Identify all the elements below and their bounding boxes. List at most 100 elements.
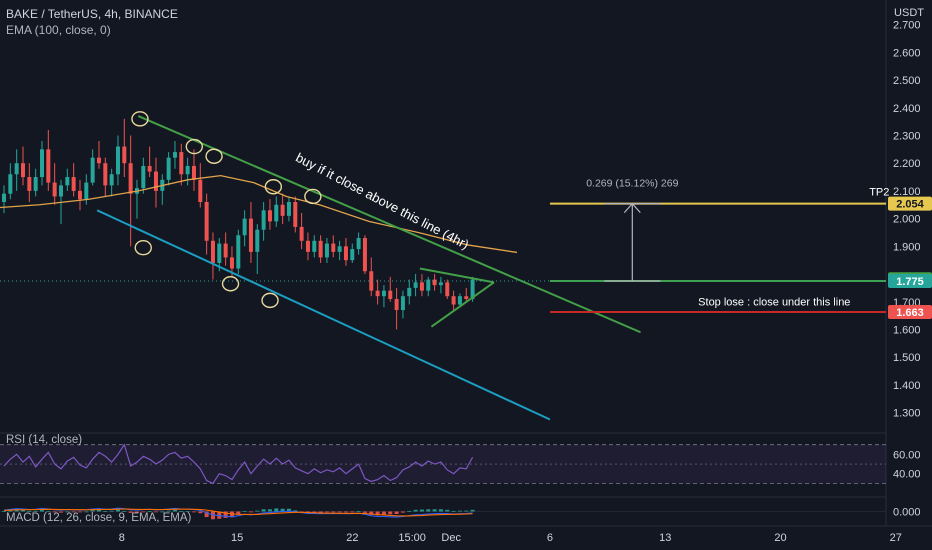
candle: [122, 146, 127, 164]
candle: [337, 246, 342, 252]
macd-histogram-bar: [381, 511, 386, 515]
stop-loss-label: Stop lose : close under this line: [698, 297, 850, 309]
candle: [77, 190, 82, 200]
price-tick-label: 2.100: [893, 186, 921, 198]
candle: [451, 296, 456, 305]
candle: [305, 240, 310, 252]
candle: [470, 279, 475, 299]
macd-pane-title: MACD (12, 26, close, 9, EMA, EMA): [6, 512, 192, 524]
price-tick-label: 2.600: [893, 47, 921, 59]
candle: [312, 240, 317, 252]
macd-histogram-bar: [198, 511, 203, 514]
pivot-circle: [131, 111, 149, 127]
macd-histogram-bar: [147, 511, 152, 513]
time-tick-label: 20: [774, 532, 786, 544]
candle: [204, 201, 209, 241]
macd-histogram-bar: [223, 511, 228, 518]
candle: [293, 201, 298, 227]
macd-histogram-bar: [261, 509, 266, 512]
candle: [457, 296, 462, 305]
macd-histogram-bar: [27, 511, 32, 513]
macd-histogram-bar: [58, 511, 63, 513]
candle: [96, 157, 101, 164]
macd-histogram-bar: [179, 511, 184, 513]
candle: [286, 201, 291, 216]
candle: [400, 296, 405, 311]
macd-histogram-bar: [394, 511, 399, 514]
candle: [438, 282, 443, 286]
macd-histogram-bar: [419, 509, 424, 512]
candle: [229, 257, 234, 269]
time-tick-label: 27: [890, 532, 902, 544]
time-tick-label: 15: [231, 532, 243, 544]
macd-tick-label: 0.000: [893, 507, 921, 519]
candle: [128, 163, 133, 194]
macd-histogram-bar: [160, 511, 165, 513]
candle: [407, 287, 412, 297]
candle: [166, 157, 171, 180]
ema-line: [0, 175, 518, 254]
macd-histogram-bar: [267, 509, 272, 512]
pivot-circle: [185, 138, 204, 155]
time-tick-label: 22: [346, 532, 358, 544]
symbol-title: BAKE / TetherUS, 4h, BINANCE: [6, 7, 178, 21]
macd-histogram-bar: [141, 511, 146, 513]
macd-histogram-bar: [375, 511, 380, 516]
candle: [280, 204, 285, 216]
macd-histogram-bar: [248, 511, 253, 513]
macd-histogram-bar: [217, 511, 222, 519]
macd-histogram-bar: [229, 511, 234, 518]
candle: [331, 243, 336, 252]
currency-label: USDT: [894, 7, 924, 19]
macd-histogram-bar: [39, 509, 44, 512]
macd-histogram-bar: [286, 508, 291, 512]
macd-histogram-bar: [191, 511, 196, 513]
price-badge-text: 1.775: [896, 276, 924, 288]
price-badge: [888, 196, 932, 211]
macd-histogram-bar: [388, 511, 393, 515]
macd-histogram-bar: [166, 510, 171, 512]
macd-histogram-bar: [33, 510, 38, 512]
candle: [172, 152, 177, 158]
candle: [27, 177, 32, 191]
rsi-line: [3, 443, 474, 485]
macd-histogram-bar: [46, 510, 51, 512]
candle: [299, 226, 304, 241]
macd-histogram-bar: [52, 511, 57, 513]
candle: [14, 163, 19, 175]
candle: [84, 182, 89, 200]
macd-histogram-bar: [356, 511, 361, 513]
macd-histogram-bar: [255, 510, 260, 512]
macd-histogram-bar: [14, 509, 19, 512]
candle: [147, 165, 152, 172]
candle: [375, 290, 380, 297]
candle: [210, 240, 215, 263]
candle: [432, 279, 437, 286]
macd-histogram-bar: [8, 510, 13, 512]
price-badge-text: 2.054: [896, 199, 924, 211]
pivot-circle: [264, 179, 283, 195]
macd-histogram-bar: [84, 511, 89, 513]
candle: [33, 177, 38, 191]
candle: [426, 279, 431, 291]
time-tick-label: Dec: [441, 532, 461, 544]
price-tick-label: 2.700: [893, 20, 921, 32]
pivot-circle: [261, 292, 279, 309]
macd-histogram-bar: [185, 511, 190, 513]
price-tick-label: 1.500: [893, 352, 921, 364]
candle: [109, 174, 114, 186]
price-badge: [888, 305, 932, 320]
macd-histogram-bar: [293, 510, 298, 512]
macd-histogram-bar: [318, 511, 323, 513]
candle: [217, 243, 222, 263]
macd-histogram-bar: [426, 509, 431, 512]
buy-condition-label: buy if it close above this line (4hr): [293, 150, 471, 252]
pivot-circle: [205, 148, 223, 164]
macd-histogram-bar: [432, 509, 437, 512]
candle: [20, 163, 25, 178]
rsi-pane-title: RSI (14, close): [6, 434, 83, 446]
candle: [185, 165, 190, 175]
candle: [39, 149, 44, 178]
candle: [46, 149, 51, 183]
